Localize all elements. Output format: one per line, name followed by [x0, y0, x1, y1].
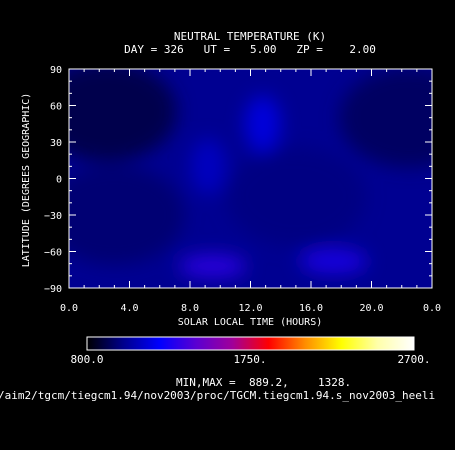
minmax-label: MIN,MAX = [176, 376, 236, 389]
colorbar [87, 337, 414, 350]
field-maximum-5 [299, 249, 368, 274]
colorbar-mid-label: 1750. [233, 353, 266, 366]
y-axis-label: LATITUDE (DEGREES GEOGRAPHIC) [21, 93, 32, 268]
field-maximum-7 [190, 138, 227, 195]
field-maximum-6 [244, 95, 281, 152]
y-tick-label: 60 [50, 102, 62, 113]
colorbar-max-label: 2700. [397, 353, 430, 366]
field-minimum-0 [69, 69, 177, 162]
field-minimum-2 [69, 165, 185, 265]
colorbar-frame [86, 336, 415, 351]
x-tick-label: 0.0 [423, 303, 441, 314]
field-maximum-4 [178, 254, 247, 279]
y-tick-label: 30 [50, 138, 62, 149]
minmax-min-value: 889.2, [249, 376, 289, 389]
x-axis-label: SOLAR LOCAL TIME (HOURS) [178, 317, 323, 328]
x-tick-label: 8.0 [181, 303, 199, 314]
minmax-max-value: 1328. [318, 376, 351, 389]
colorbar-min-label: 800.0 [70, 353, 103, 366]
y-tick-label: −90 [44, 284, 62, 295]
y-tick-label: −60 [44, 248, 62, 259]
y-tick-label: −30 [44, 211, 62, 222]
axis-ticks: 0.0 4.0 8.0 12.0 16.0 20.0 0.0 90 60 30 0 −30 −60 −90 [44, 65, 441, 314]
field-minimum-3 [225, 146, 366, 247]
chart-title: NEUTRAL TEMPERATURE (K) [174, 30, 326, 43]
field-minimum-1 [339, 69, 432, 168]
chart-subtitle: DAY = 326 UT = 5.00 ZP = 2.00 [124, 43, 376, 56]
x-tick-label: 20.0 [359, 303, 383, 314]
x-tick-label: 0.0 [60, 303, 78, 314]
x-tick-label: 16.0 [299, 303, 323, 314]
y-tick-label: 0 [56, 175, 62, 186]
footer-path: /aim2/tgcm/tiegcm1.94/nov2003/proc/TGCM.… [0, 389, 435, 402]
x-tick-label: 12.0 [238, 303, 262, 314]
y-tick-label: 90 [50, 65, 62, 76]
temperature-field [69, 69, 432, 288]
x-tick-label: 4.0 [120, 303, 138, 314]
